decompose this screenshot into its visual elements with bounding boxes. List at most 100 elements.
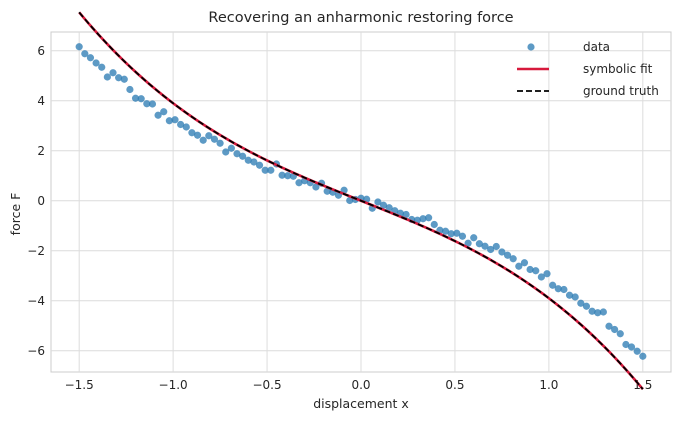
data-point (537, 273, 545, 281)
data-point (278, 171, 286, 179)
data-point (605, 322, 613, 330)
data-point (267, 166, 275, 174)
data-point (205, 132, 213, 140)
data-point (639, 352, 647, 360)
data-point (503, 251, 512, 259)
data-point (177, 120, 185, 129)
ground-truth-line (78, 11, 644, 390)
x-tick-label: 1.0 (539, 378, 558, 392)
data-point (182, 123, 190, 131)
data-point (571, 293, 579, 301)
legend-label-symbolic-fit: symbolic fit (583, 62, 653, 76)
chart-title: Recovering an anharmonic restoring force (208, 10, 513, 26)
data-point (120, 75, 128, 83)
data-point (75, 43, 83, 51)
data-point (492, 242, 500, 251)
data-point (312, 183, 320, 191)
data-point (323, 187, 331, 195)
data-point (582, 302, 591, 310)
data-point (199, 136, 207, 144)
data-point (171, 116, 179, 124)
data-point (261, 166, 269, 174)
data-point (453, 229, 461, 237)
x-tick-label: 0.5 (445, 378, 464, 392)
data-point (633, 347, 641, 355)
x-axis-label: displacement x (313, 396, 409, 411)
data-point (346, 196, 354, 205)
data-point (81, 50, 89, 58)
data-point (103, 73, 111, 81)
data-point (250, 158, 258, 166)
data-point (520, 259, 529, 267)
data-point (154, 111, 162, 119)
data-point (379, 201, 388, 209)
data-point (526, 265, 534, 274)
y-axis-label: force F (8, 193, 23, 236)
data-point (137, 95, 145, 103)
data-point (447, 230, 455, 238)
y-tick-label: 2 (37, 144, 45, 158)
x-tick-label: −1.5 (65, 378, 94, 392)
data-point (554, 285, 562, 293)
data-point (599, 308, 607, 316)
data-point (216, 139, 224, 147)
data-point (188, 129, 196, 137)
data-point (295, 179, 303, 187)
data-point (487, 245, 495, 254)
data-point (210, 135, 219, 143)
data-point (98, 63, 106, 71)
data-layer (75, 11, 647, 391)
data-point (430, 220, 438, 229)
data-point (374, 198, 382, 206)
data-point (126, 85, 134, 94)
data-point (464, 239, 472, 247)
y-tick-label: −6 (27, 344, 45, 358)
data-point (509, 255, 517, 263)
data-point (92, 59, 100, 67)
data-point (148, 100, 157, 108)
data-point (611, 325, 619, 334)
data-point (284, 172, 292, 180)
data-point (532, 267, 540, 275)
data-point (239, 152, 247, 160)
data-point (627, 343, 636, 351)
grid (51, 32, 671, 372)
data-point (160, 108, 168, 116)
data-point (622, 340, 630, 349)
data-point (594, 309, 602, 317)
data-point (244, 156, 252, 164)
data-point (143, 100, 151, 108)
data-point (515, 262, 523, 270)
y-tick-label: 0 (37, 194, 45, 208)
y-tick-label: 6 (37, 44, 45, 58)
data-point (227, 144, 235, 152)
legend-label-data: data (583, 40, 610, 54)
data-point (470, 234, 478, 242)
data-point (233, 150, 241, 158)
x-tick-label: −1.0 (159, 378, 188, 392)
data-point (109, 69, 117, 77)
data-point (498, 248, 506, 256)
legend-label-ground-truth: ground truth (583, 84, 659, 98)
data-point (458, 232, 467, 240)
data-point (115, 74, 123, 82)
x-tick-label: 0.0 (351, 378, 370, 392)
data-point (425, 214, 433, 222)
data-point (402, 210, 410, 219)
legend: data symbolic fit ground truth (517, 40, 659, 98)
data-point (419, 215, 427, 223)
data-point (255, 161, 264, 169)
data-point (588, 307, 596, 315)
data-point (475, 240, 483, 248)
data-point (481, 242, 489, 250)
data-point (441, 227, 450, 235)
data-point (549, 281, 557, 289)
y-tick-label: 4 (37, 94, 45, 108)
legend-marker-data (527, 43, 535, 51)
y-tick-label: −2 (27, 244, 45, 258)
data-point (385, 204, 393, 212)
data-point (222, 148, 230, 156)
data-point (616, 330, 624, 338)
data-point (565, 291, 574, 299)
